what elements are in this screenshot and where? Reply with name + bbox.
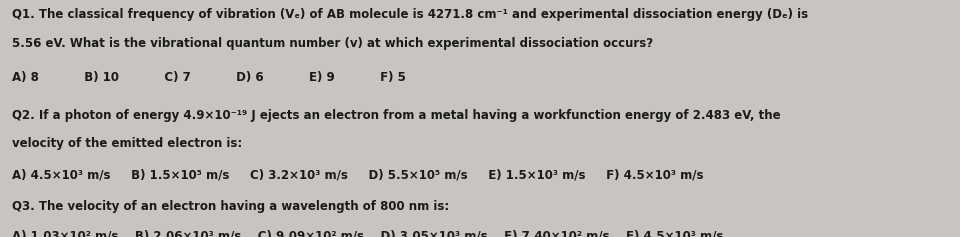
Text: Q3. The velocity of an electron having a wavelength of 800 nm is:: Q3. The velocity of an electron having a… (12, 200, 448, 213)
Text: Q2. If a photon of energy 4.9×10⁻¹⁹ J ejects an electron from a metal having a w: Q2. If a photon of energy 4.9×10⁻¹⁹ J ej… (12, 109, 780, 122)
Text: A) 4.5×10³ m/s     B) 1.5×10⁵ m/s     C) 3.2×10³ m/s     D) 5.5×10⁵ m/s     E) 1: A) 4.5×10³ m/s B) 1.5×10⁵ m/s C) 3.2×10³… (12, 168, 703, 181)
Text: 5.56 eV. What is the vibrational quantum number (v) at which experimental dissoc: 5.56 eV. What is the vibrational quantum… (12, 37, 653, 50)
Text: Q1. The classical frequency of vibration (Vₑ) of AB molecule is 4271.8 cm⁻¹ and : Q1. The classical frequency of vibration… (12, 8, 807, 21)
Text: A) 1.03×10² m/s    B) 2.06×10³ m/s    C) 9.09×10² m/s    D) 3.05×10³ m/s    E) 7: A) 1.03×10² m/s B) 2.06×10³ m/s C) 9.09×… (12, 230, 723, 237)
Text: A) 8           B) 10           C) 7           D) 6           E) 9           F) 5: A) 8 B) 10 C) 7 D) 6 E) 9 F) 5 (12, 71, 405, 84)
Text: velocity of the emitted electron is:: velocity of the emitted electron is: (12, 137, 242, 150)
